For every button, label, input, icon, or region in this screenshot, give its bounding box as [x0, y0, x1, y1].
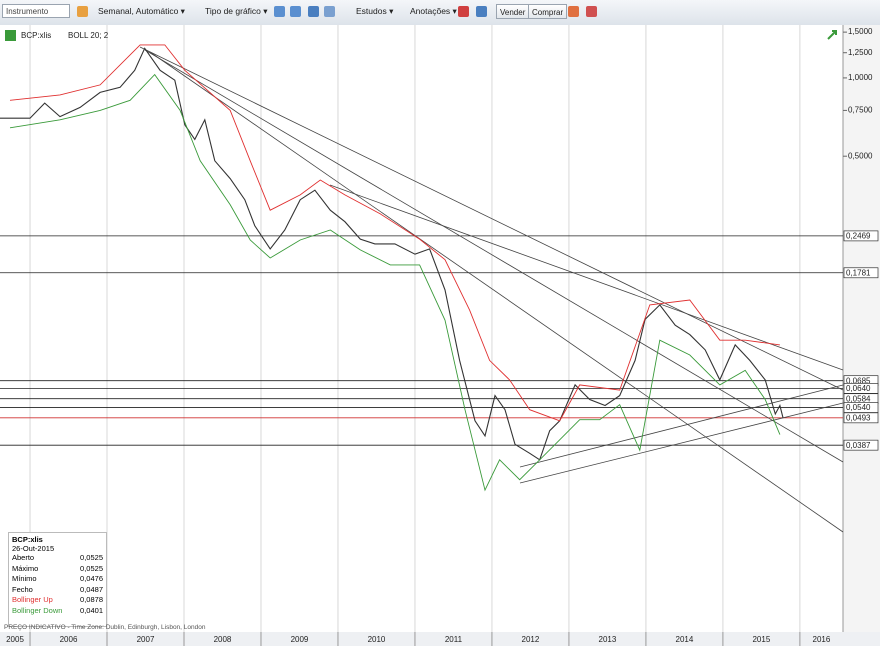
toolbar: Instrumento Semanal, Automático ▾ Tipo d… [0, 0, 880, 26]
level-label-box [843, 230, 879, 242]
x-axis-panel [0, 632, 880, 646]
level-label: 0,0640 [846, 384, 871, 393]
info-row: Máximo 0,0525 [12, 564, 103, 575]
info-date: 26-Out-2015 [12, 544, 55, 553]
x-tick-label: 2016 [813, 635, 831, 644]
icon[interactable] [458, 6, 469, 17]
level-label: 0,1781 [846, 268, 871, 277]
info-label: Máximo [12, 563, 39, 573]
buy-button[interactable]: Comprar [528, 4, 568, 19]
annotations-menu[interactable]: Anotações ▾ [410, 6, 457, 16]
zoom-out[interactable] [290, 6, 301, 17]
icon[interactable] [308, 6, 319, 17]
x-tick-label: 2005 [6, 635, 24, 644]
trend-line [144, 49, 844, 463]
x-tick-label: 2006 [60, 635, 78, 644]
info-value: 0,0525 [80, 553, 103, 562]
icon[interactable] [324, 6, 335, 17]
x-tick-label: 2008 [214, 635, 232, 644]
info-row: Fecho 0,0487 [12, 585, 103, 596]
x-tick-label: 2013 [599, 635, 617, 644]
trend-line [519, 402, 844, 484]
zoom-in[interactable] [274, 6, 285, 17]
info-title: BCP:xlis [12, 535, 43, 544]
info-label: Aberto [12, 553, 35, 562]
sell-button[interactable]: Vender [496, 4, 530, 19]
interval-menu[interactable]: Semanal, Automático ▾ [98, 6, 185, 16]
y-tick-label: 1,5000 [848, 27, 873, 36]
y-tick-label: 1,2500 [848, 48, 873, 57]
info-value: 0,0525 [80, 563, 103, 573]
info-label: Mínimo [12, 574, 37, 584]
trend-icon [827, 30, 837, 40]
trend-lines [139, 46, 844, 533]
info-row: Bollinger Up 0,0878 [12, 595, 103, 606]
info-value: 0,0401 [80, 605, 103, 615]
info-label: Bollinger Up [12, 595, 53, 605]
info-box: BCP:xlis 26-Out-2015 Aberto 0,0525 Máximo 0… [8, 532, 107, 627]
icon[interactable] [476, 6, 487, 17]
level-label: 0,2469 [846, 231, 871, 240]
y-tick-label: 0,7500 [848, 106, 873, 115]
level-label: 0,0540 [846, 403, 871, 412]
level-label: 0,0685 [846, 376, 871, 385]
info-value: 0,0878 [80, 595, 103, 605]
studies-menu[interactable]: Estudos ▾ [356, 6, 394, 16]
plot-area [0, 25, 843, 632]
chart: 2005 2006 2007 2008 2009 2010 2011 2012 2013 2014… [0, 25, 880, 646]
trend-line [329, 184, 844, 371]
x-tick-label: 2009 [291, 635, 309, 644]
trend-line [149, 51, 844, 533]
info-row: Mínimo 0,0476 [12, 574, 103, 585]
x-tick-label: 2012 [522, 635, 540, 644]
level-label-box [843, 439, 879, 451]
x-tick-label: 2015 [752, 635, 770, 644]
icon[interactable] [77, 6, 88, 17]
info-value: 0,0487 [80, 584, 103, 594]
info-row: Aberto 0,0525 [12, 553, 103, 564]
level-label: 0,0493 [846, 413, 871, 422]
icon[interactable] [568, 6, 579, 17]
x-tick-label: 2011 [445, 635, 463, 644]
trend-line [519, 384, 844, 468]
x-tick-label: 2014 [676, 635, 694, 644]
chart-type-menu[interactable]: Tipo de gráfico ▾ [205, 6, 268, 16]
y-tick-label: 0,5000 [848, 151, 873, 160]
icon[interactable] [586, 6, 597, 17]
x-tick-label: 2007 [137, 635, 155, 644]
level-label-box [843, 412, 879, 424]
study-name: BOLL 20; 2 [68, 31, 109, 40]
info-row: Bollinger Down 0,0401 [12, 606, 103, 617]
bollinger-band [9, 44, 780, 422]
footer-note: PREÇO INDICATIVO - Time Zone: Dublin, Ed… [4, 624, 206, 631]
instrument-input[interactable]: Instrumento [2, 4, 70, 18]
info-value: 0,0476 [80, 574, 103, 584]
trend-line [139, 46, 844, 391]
level-label: 0,0584 [846, 394, 871, 403]
level-label-box [843, 267, 879, 279]
x-tick-label: 2010 [368, 635, 386, 644]
level-label: 0,0387 [846, 441, 871, 450]
price-line [0, 47, 784, 461]
y-axis-panel [843, 25, 880, 646]
info-label: Bollinger Down [12, 605, 63, 615]
instrument-name: BCP:xlis [21, 31, 51, 40]
info-label: Fecho [12, 584, 33, 594]
instrument-icon [5, 30, 16, 41]
bollinger-band [9, 73, 781, 492]
y-tick-label: 1,0000 [848, 73, 873, 82]
